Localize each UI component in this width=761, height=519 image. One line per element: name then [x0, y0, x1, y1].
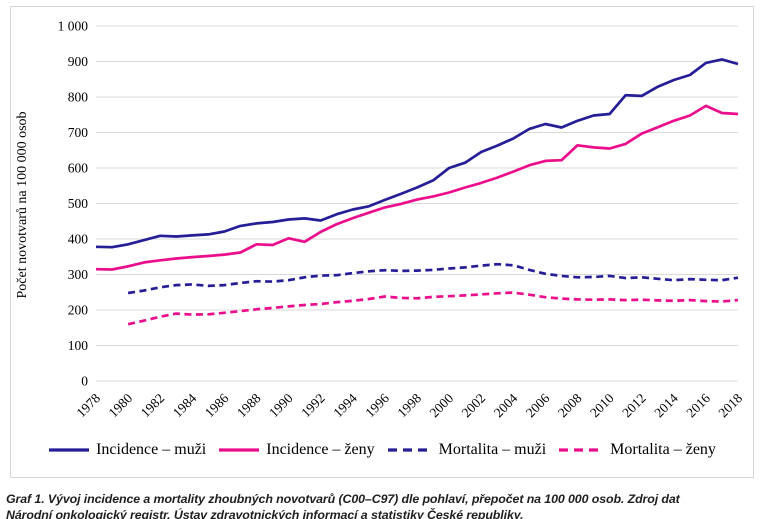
x-tick-label: 1988	[234, 390, 264, 420]
y-tick-label: 1 000	[58, 19, 89, 34]
y-tick-label: 600	[68, 161, 89, 176]
y-tick-label: 300	[68, 267, 89, 282]
x-tick-label: 2002	[459, 391, 489, 421]
x-tick-label: 1990	[266, 390, 296, 420]
y-tick-label: 500	[68, 196, 89, 211]
y-tick-label: 900	[68, 54, 89, 69]
y-tick-label: 400	[68, 232, 89, 247]
legend-line-dashed-magenta-icon	[559, 448, 604, 452]
legend-label: Mortalita – ženy	[610, 441, 716, 458]
x-tick-label: 1982	[138, 391, 168, 421]
y-tick-label: 800	[68, 90, 89, 105]
series-line-2	[127, 262, 739, 295]
y-tick-label: 100	[68, 338, 89, 353]
series-line-0	[95, 58, 739, 249]
y-tick-label: 700	[68, 125, 89, 140]
legend: Incidence – muži Incidence – ženy Mortal…	[11, 441, 753, 459]
x-tick-label: 1986	[202, 390, 232, 420]
legend-line-solid-magenta-icon	[219, 448, 260, 452]
x-tick-label: 2014	[651, 390, 681, 420]
figure-caption: Graf 1. Vývoj incidence a mortality zhou…	[6, 492, 757, 519]
x-tick-label: 2012	[619, 391, 649, 421]
legend-item-mortalita-zeny: Mortalita – ženy	[558, 441, 716, 459]
legend-line-solid-navy-icon	[49, 448, 90, 452]
x-tick-label: 1994	[330, 390, 360, 420]
x-tick-label: 1992	[298, 391, 328, 421]
x-tick-label: 2004	[491, 390, 521, 420]
legend-line-dashed-navy-icon	[387, 448, 432, 452]
series-line-1	[95, 104, 739, 271]
chart-container: Počet novotvarů na 100 000 osob 0 100 200 3…	[10, 6, 754, 478]
x-tick-label: 1998	[394, 390, 424, 420]
x-tick-label: 2018	[715, 390, 745, 420]
x-tick-label: 2000	[427, 390, 457, 420]
x-tick-label: 2008	[555, 390, 585, 420]
y-tick-label: 200	[68, 303, 89, 318]
x-tick-label: 1996	[362, 390, 392, 420]
x-tick-label: 1978	[73, 390, 103, 420]
legend-label: Incidence – muži	[96, 441, 207, 458]
legend-item-incidence-muzi: Incidence – muži	[48, 441, 206, 459]
caption-line-1: Graf 1. Vývoj incidence a mortality zhou…	[6, 492, 680, 506]
x-tick-label: 1984	[170, 390, 200, 420]
legend-label: Incidence – ženy	[266, 441, 375, 458]
y-tick-label: 0	[81, 374, 88, 389]
x-tick-label: 2016	[683, 390, 713, 420]
x-tick-label: 1980	[106, 390, 136, 420]
series-line-3	[127, 291, 739, 326]
x-tick-label: 2010	[587, 390, 617, 420]
x-tick-label: 2006	[523, 390, 553, 420]
caption-line-2: Národní onkologický registr, Ústav zdrav…	[6, 507, 524, 519]
legend-label: Mortalita – muži	[438, 441, 547, 458]
legend-item-mortalita-muzi: Mortalita – muži	[387, 441, 547, 459]
legend-item-incidence-zeny: Incidence – ženy	[218, 441, 375, 459]
